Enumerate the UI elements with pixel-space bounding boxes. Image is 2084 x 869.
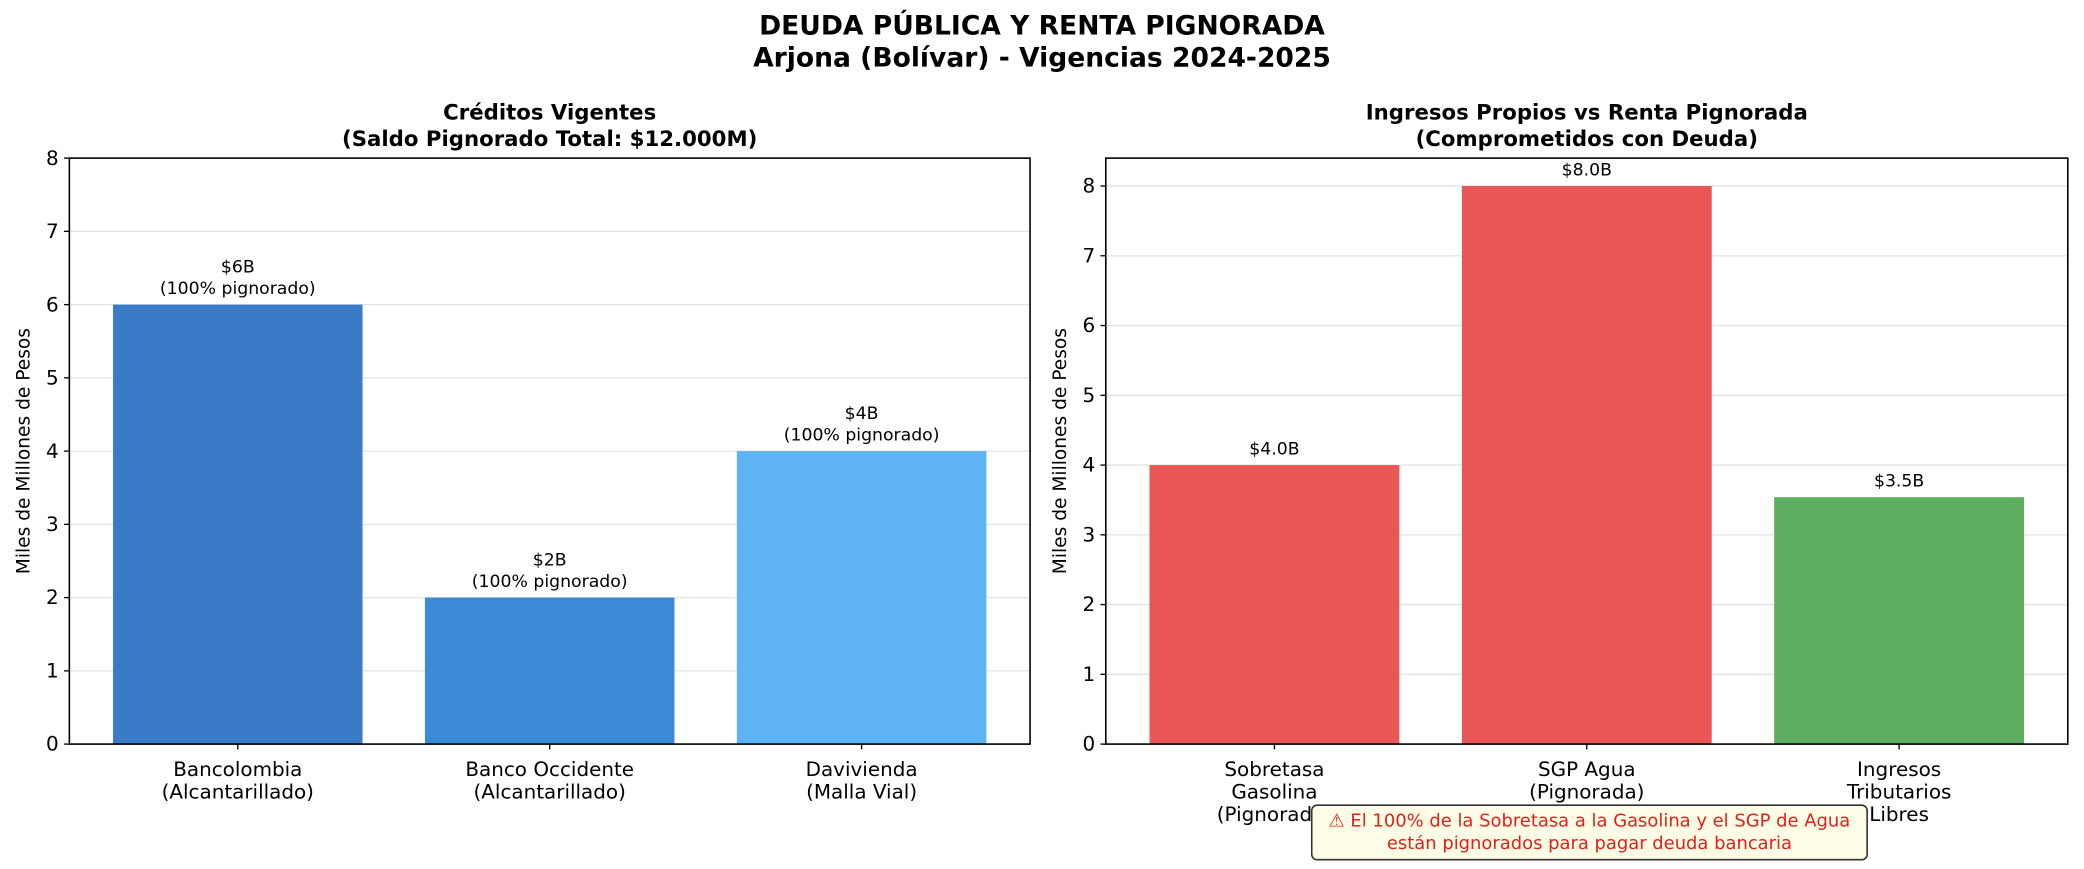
x-tick-label: Banco Occidente (Alcantarillado) (465, 758, 634, 804)
y-axis-label: Miles de Millones de Pesos (1050, 328, 1071, 574)
y-tick-label: 3 (46, 513, 59, 536)
y-tick-label: 4 (46, 440, 59, 463)
y-tick-label: 5 (1082, 384, 1095, 407)
bar (113, 304, 363, 745)
axes-title: Créditos Vigentes (Saldo Pignorado Total:… (342, 101, 757, 153)
y-tick-label: 2 (1082, 593, 1095, 616)
y-tick-label: 5 (46, 367, 59, 390)
bar (736, 451, 987, 745)
x-tick-label: Bancolombia (Alcantarillado) (162, 758, 314, 804)
bar (424, 597, 675, 745)
value-label: $4.0B (1249, 439, 1299, 459)
annotation-box (1310, 804, 1868, 861)
y-tick-label: 1 (1082, 663, 1095, 686)
axes-title: Ingresos Propios vs Renta Pignorada (Comp… (1366, 101, 1808, 153)
y-tick-label: 1 (46, 659, 59, 682)
bar (1461, 186, 1712, 745)
figure-title: DEUDA PÚBLICA Y RENTA PIGNORADA (759, 10, 1325, 42)
bar (1149, 465, 1400, 745)
y-tick-label: 4 (1082, 454, 1095, 477)
annotation: ⚠ El 100% de la Sobretasa a la Gasolina … (1329, 810, 1851, 854)
bar (1774, 497, 2025, 745)
value-label: $2B (100% pignorado) (472, 551, 628, 592)
y-tick-label: 8 (1082, 175, 1095, 198)
y-tick-label: 2 (46, 586, 59, 609)
y-tick-label: 7 (1082, 244, 1095, 267)
figure-subtitle: Arjona (Bolívar) - Vigencias 2024-2025 (753, 42, 1331, 73)
x-tick-label: Ingresos Tributarios Libres (1846, 758, 1952, 826)
y-tick-label: 7 (46, 220, 59, 243)
x-tick-label: Davivienda (Malla Vial) (806, 758, 918, 804)
value-label: $3.5B (1874, 472, 1924, 492)
y-axis-label: Miles de Millones de Pesos (13, 328, 34, 574)
value-label: $8.0B (1562, 160, 1612, 180)
value-label: $6B (100% pignorado) (160, 258, 316, 299)
x-tick-label: SGP Agua (Pignorada) (1529, 758, 1644, 804)
y-tick-label: 8 (46, 147, 59, 170)
x-tick-label: Sobretasa Gasolina (Pignorada) (1217, 758, 1332, 826)
y-tick-label: 0 (1082, 733, 1095, 756)
y-tick-label: 0 (46, 733, 59, 756)
axes-frame (68, 157, 1031, 745)
value-label: $4B (100% pignorado) (784, 404, 940, 445)
y-tick-label: 3 (1082, 523, 1095, 546)
y-tick-label: 6 (46, 293, 59, 316)
axes-frame (1104, 157, 2069, 745)
y-tick-label: 6 (1082, 314, 1095, 337)
